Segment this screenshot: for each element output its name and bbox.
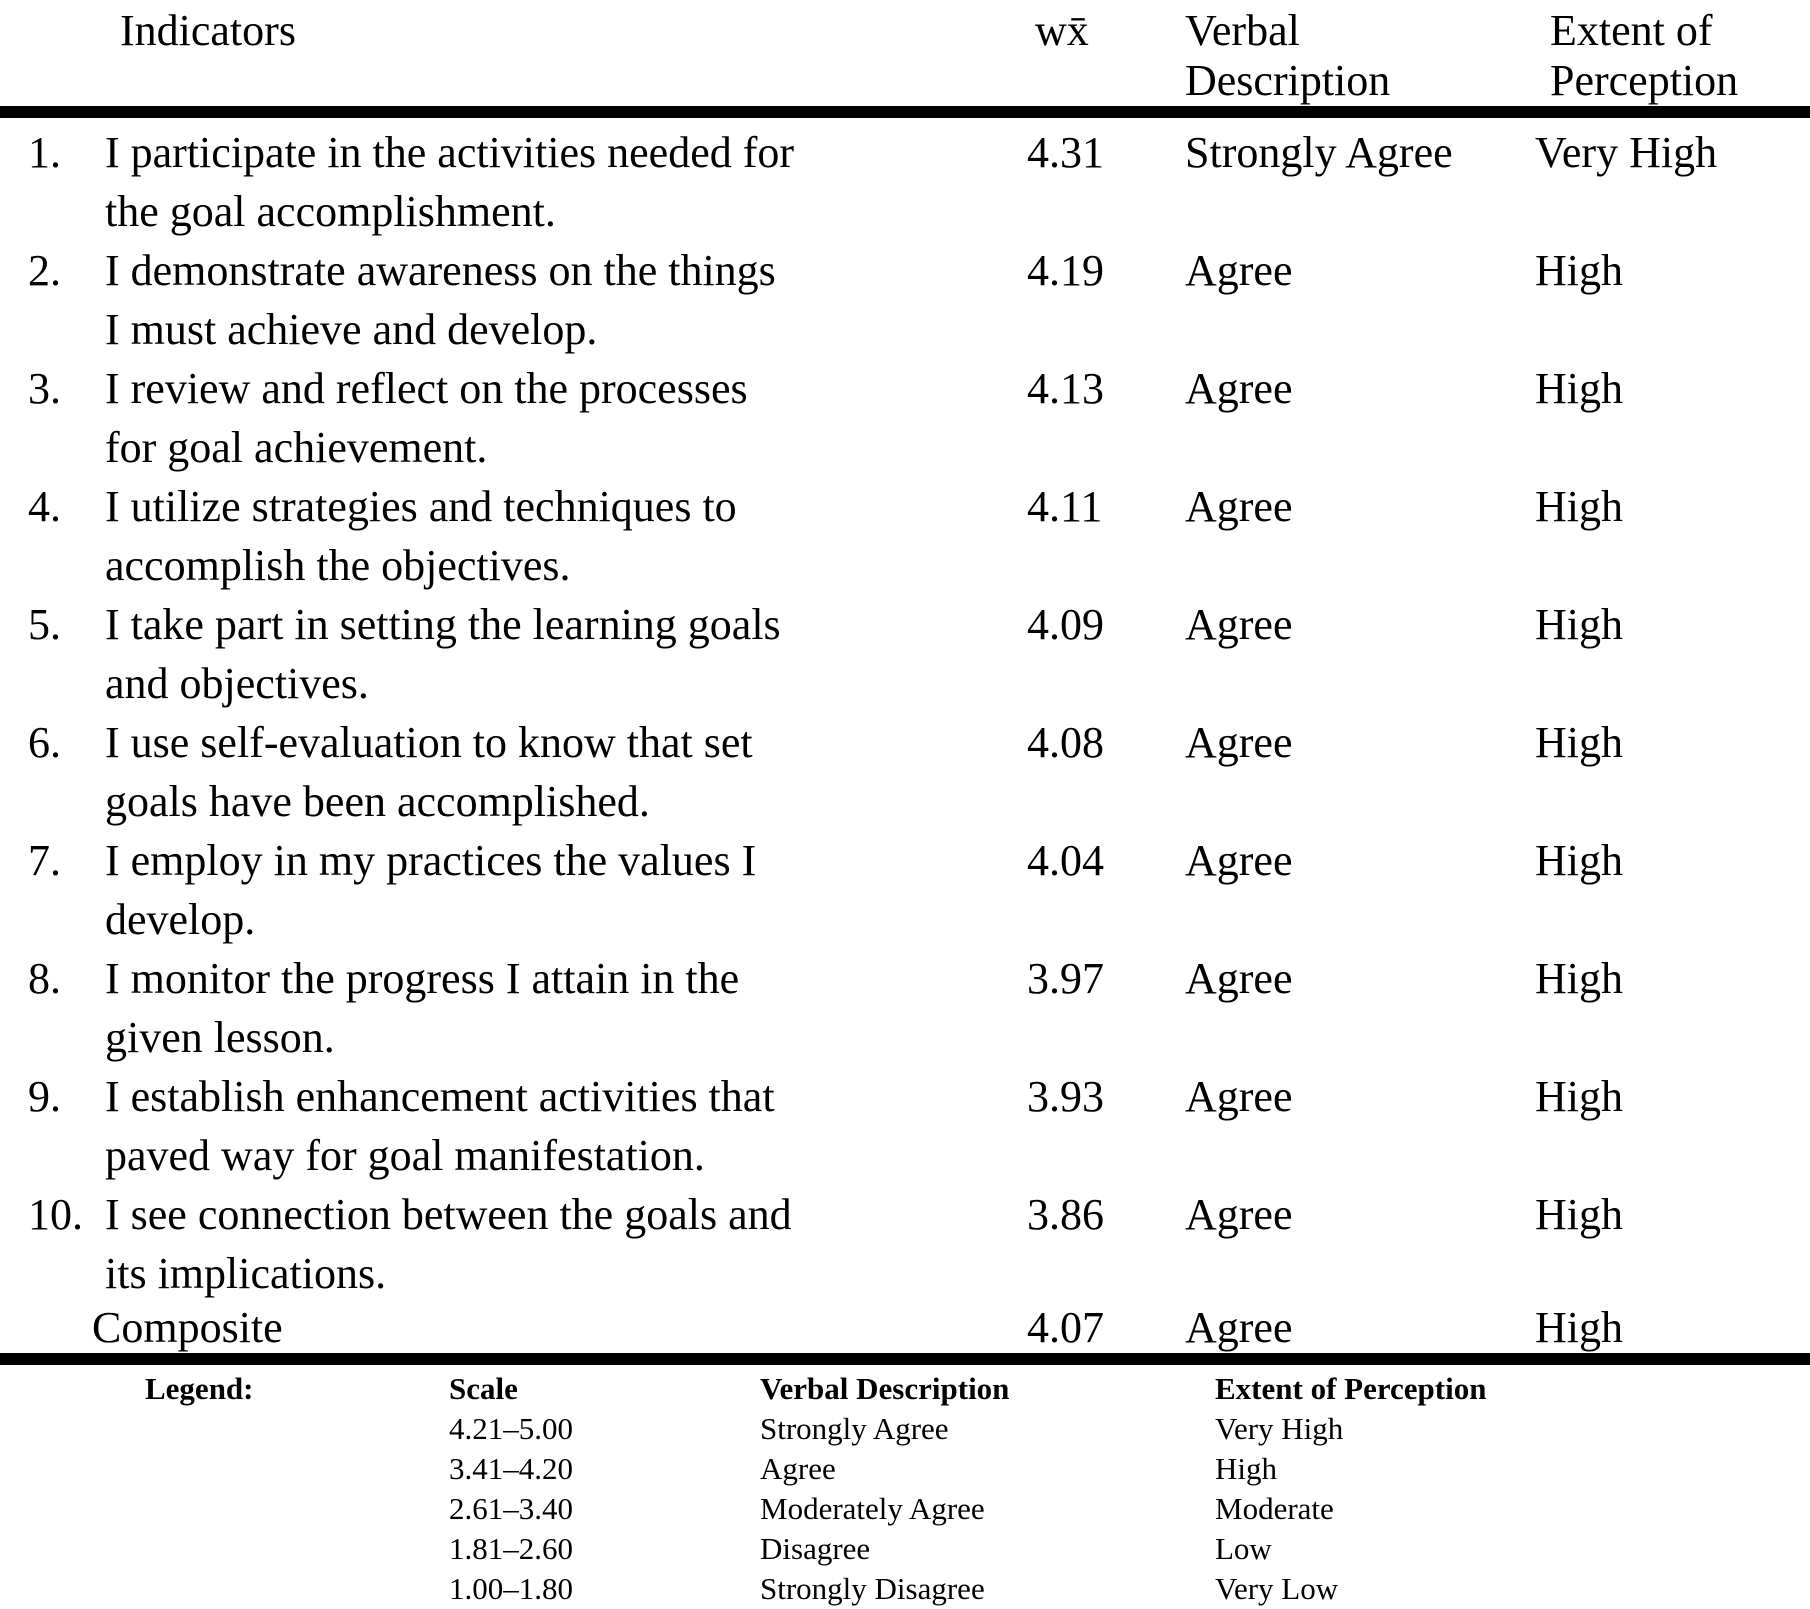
indicator-text: I participate in the activities needed f… bbox=[105, 128, 795, 236]
extent-of-perception-value: High bbox=[1535, 600, 1623, 649]
verbal-description-value: Agree bbox=[1185, 246, 1293, 295]
table-row: 6. I use self-evaluation to know that se… bbox=[0, 713, 1810, 831]
indicator-text: I demonstrate awareness on the things I … bbox=[105, 246, 776, 354]
composite-row: Composite 4.07 Agree High bbox=[0, 1303, 1810, 1353]
indicator-text: I employ in my practices the values I de… bbox=[105, 836, 757, 944]
verbal-description-value: Agree bbox=[1185, 718, 1293, 767]
table-row: 4. I utilize strategies and techniques t… bbox=[0, 477, 1810, 595]
legend-scale-value: 3.41–4.20 bbox=[449, 1451, 573, 1486]
row-number: 9. bbox=[28, 1072, 61, 1121]
extent-of-perception-value: High bbox=[1535, 718, 1623, 767]
verbal-description-value: Agree bbox=[1185, 364, 1293, 413]
indicator-text: I review and reflect on the processes fo… bbox=[105, 364, 748, 472]
weighted-mean-value: 4.04 bbox=[1027, 836, 1104, 885]
verbal-description-value: Strongly Agree bbox=[1185, 128, 1453, 177]
header-extent-of-perception: Extent of Perception bbox=[1550, 6, 1739, 105]
extent-of-perception-value: High bbox=[1535, 364, 1623, 413]
row-number: 2. bbox=[28, 246, 61, 295]
legend-header-row: Legend: Scale Verbal Description Extent … bbox=[0, 1369, 1810, 1409]
row-number: 10. bbox=[28, 1190, 83, 1239]
composite-label: Composite bbox=[92, 1303, 283, 1352]
extent-of-perception-value: High bbox=[1535, 954, 1623, 1003]
legend-row: 4.21–5.00 Strongly Agree Very High bbox=[0, 1409, 1810, 1449]
table-row: 10. I see connection between the goals a… bbox=[0, 1185, 1810, 1303]
table-row: 9. I establish enhancement activities th… bbox=[0, 1067, 1810, 1185]
table-row: 7. I employ in my practices the values I… bbox=[0, 831, 1810, 949]
weighted-mean-value: 4.11 bbox=[1027, 482, 1103, 531]
legend-title: Legend: bbox=[145, 1371, 254, 1406]
table-row: 2. I demonstrate awareness on the things… bbox=[0, 241, 1810, 359]
indicator-text: I take part in setting the learning goal… bbox=[105, 600, 781, 708]
legend: Legend: Scale Verbal Description Extent … bbox=[0, 1365, 1810, 1609]
legend-extent-value: Very High bbox=[1215, 1411, 1344, 1446]
legend-extent-value: Low bbox=[1215, 1531, 1272, 1566]
extent-of-perception-value: High bbox=[1535, 246, 1623, 295]
extent-of-perception-value: High bbox=[1535, 836, 1623, 885]
table-row: 5. I take part in setting the learning g… bbox=[0, 595, 1810, 713]
extent-of-perception-value: High bbox=[1535, 1190, 1623, 1239]
legend-scale-value: 1.81–2.60 bbox=[449, 1531, 573, 1566]
legend-verbal-value: Strongly Disagree bbox=[760, 1571, 985, 1606]
table-body: 1. I participate in the activities neede… bbox=[0, 118, 1810, 1365]
legend-row: 1.81–2.60 Disagree Low bbox=[0, 1529, 1810, 1569]
legend-scale-value: 1.00–1.80 bbox=[449, 1571, 573, 1606]
legend-scale-value: 2.61–3.40 bbox=[449, 1491, 573, 1526]
weighted-mean-value: 3.86 bbox=[1027, 1190, 1104, 1239]
indicator-text: I utilize strategies and techniques to a… bbox=[105, 482, 737, 590]
legend-verbal-value: Disagree bbox=[760, 1531, 871, 1566]
composite-verbal-description: Agree bbox=[1185, 1303, 1293, 1352]
extent-of-perception-value: High bbox=[1535, 1072, 1623, 1121]
legend-extent-value: Moderate bbox=[1215, 1491, 1334, 1526]
verbal-description-value: Agree bbox=[1185, 600, 1293, 649]
legend-verbal-value: Strongly Agree bbox=[760, 1411, 949, 1446]
row-number: 3. bbox=[28, 364, 61, 413]
row-number: 4. bbox=[28, 482, 61, 531]
row-number: 1. bbox=[28, 128, 61, 177]
weighted-mean-value: 4.31 bbox=[1027, 128, 1104, 177]
weighted-mean-value: 4.13 bbox=[1027, 364, 1104, 413]
row-number: 7. bbox=[28, 836, 61, 885]
legend-row: 2.61–3.40 Moderately Agree Moderate bbox=[0, 1489, 1810, 1529]
header-weighted-mean: wx̄ bbox=[1035, 6, 1089, 55]
indicator-text: I establish enhancement activities that … bbox=[105, 1072, 775, 1180]
extent-of-perception-value: Very High bbox=[1535, 128, 1718, 177]
indicator-text: I see connection between the goals and i… bbox=[105, 1190, 792, 1298]
legend-row: 3.41–4.20 Agree High bbox=[0, 1449, 1810, 1489]
table-row: 8. I monitor the progress I attain in th… bbox=[0, 949, 1810, 1067]
table-header: Indicators wx̄ Verbal Description Extent… bbox=[0, 0, 1810, 118]
verbal-description-value: Agree bbox=[1185, 482, 1293, 531]
verbal-description-value: Agree bbox=[1185, 1072, 1293, 1121]
verbal-description-value: Agree bbox=[1185, 836, 1293, 885]
row-number: 5. bbox=[28, 600, 61, 649]
legend-row: 1.00–1.80 Strongly Disagree Very Low bbox=[0, 1569, 1810, 1609]
legend-extent-value: High bbox=[1215, 1451, 1277, 1486]
weighted-mean-value: 4.08 bbox=[1027, 718, 1104, 767]
weighted-mean-value: 3.93 bbox=[1027, 1072, 1104, 1121]
indicator-text: I use self-evaluation to know that set g… bbox=[105, 718, 753, 826]
legend-extent-header: Extent of Perception bbox=[1215, 1371, 1487, 1406]
legend-scale-value: 4.21–5.00 bbox=[449, 1411, 573, 1446]
header-verbal-description: Verbal Description bbox=[1185, 6, 1391, 105]
verbal-description-value: Agree bbox=[1185, 954, 1293, 1003]
legend-verbal-value: Agree bbox=[760, 1451, 836, 1486]
table-row: 3. I review and reflect on the processes… bbox=[0, 359, 1810, 477]
legend-verbal-header: Verbal Description bbox=[760, 1371, 1010, 1406]
composite-weighted-mean: 4.07 bbox=[1027, 1303, 1104, 1352]
indicator-text: I monitor the progress I attain in the g… bbox=[105, 954, 740, 1062]
legend-extent-value: Very Low bbox=[1215, 1571, 1339, 1606]
legend-scale-header: Scale bbox=[449, 1371, 518, 1406]
weighted-mean-value: 4.19 bbox=[1027, 246, 1104, 295]
composite-extent-of-perception: High bbox=[1535, 1303, 1623, 1352]
weighted-mean-value: 4.09 bbox=[1027, 600, 1104, 649]
legend-verbal-value: Moderately Agree bbox=[760, 1491, 985, 1526]
verbal-description-value: Agree bbox=[1185, 1190, 1293, 1239]
row-number: 8. bbox=[28, 954, 61, 1003]
weighted-mean-value: 3.97 bbox=[1027, 954, 1104, 1003]
header-indicators: Indicators bbox=[120, 6, 296, 55]
row-number: 6. bbox=[28, 718, 61, 767]
extent-of-perception-value: High bbox=[1535, 482, 1623, 531]
table-row: 1. I participate in the activities neede… bbox=[0, 123, 1810, 241]
